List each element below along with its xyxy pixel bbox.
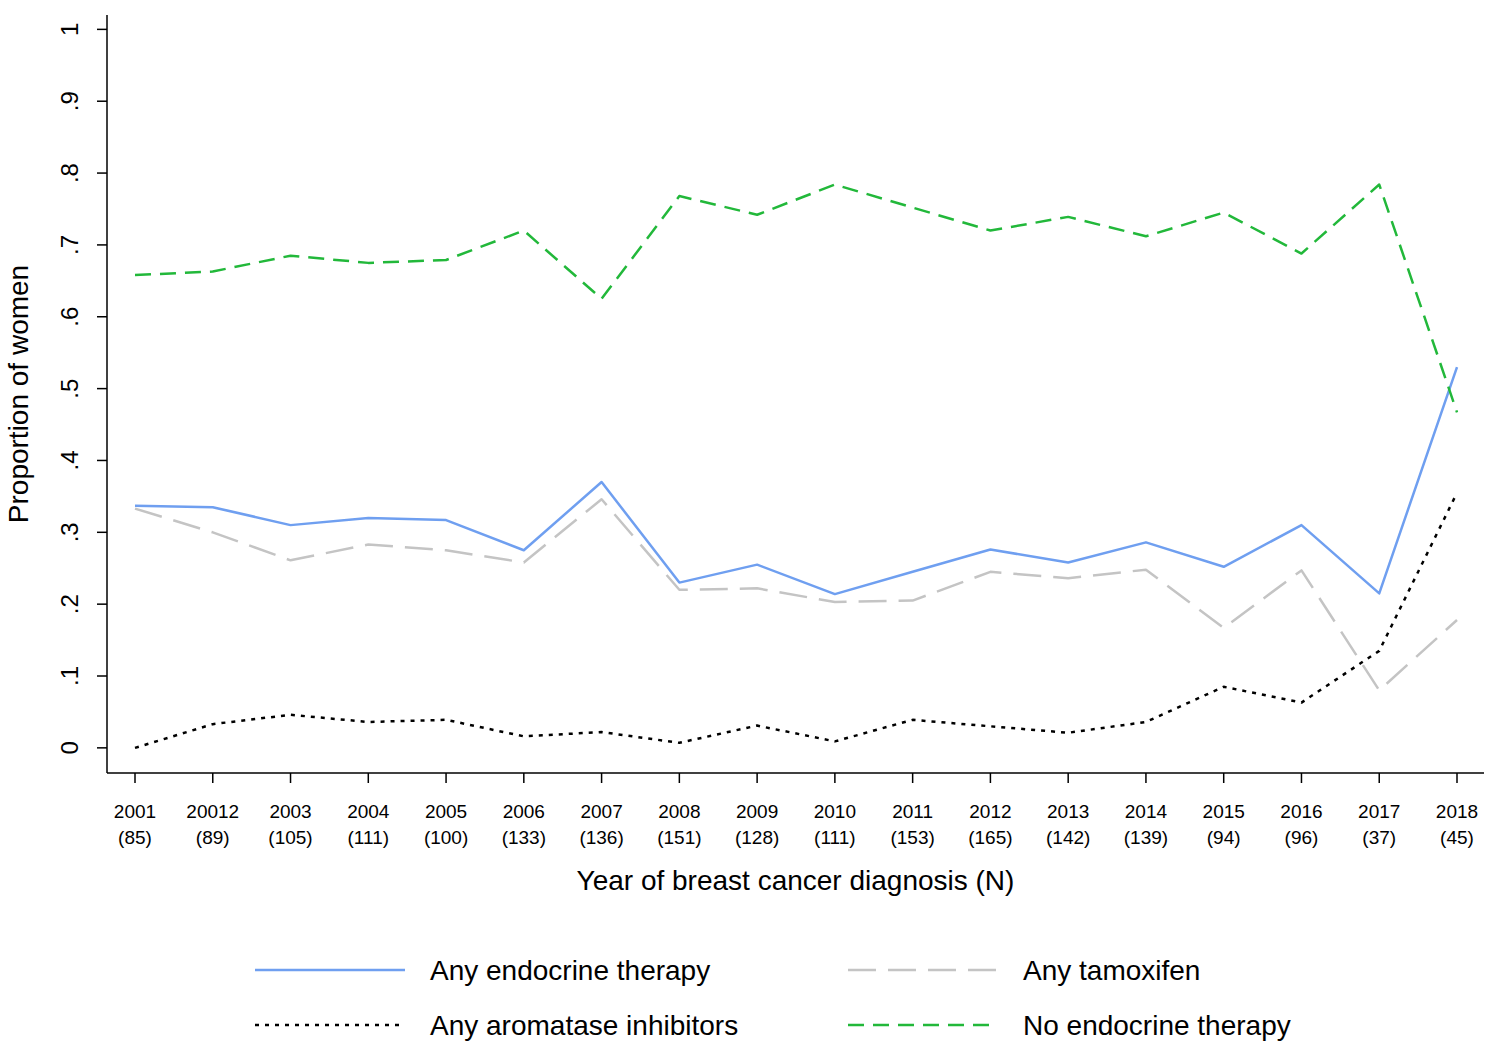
- y-tick: [97, 244, 107, 246]
- x-tick-label: 2006(133): [502, 801, 546, 848]
- y-tick-label: .3: [56, 522, 83, 542]
- x-axis-title: Year of breast cancer diagnosis (N): [577, 865, 1015, 896]
- y-tick-label: .9: [56, 91, 83, 111]
- y-tick-label: .8: [56, 163, 83, 183]
- x-tick-label: 20012(89): [186, 801, 239, 848]
- y-tick: [97, 747, 107, 749]
- y-axis: [106, 15, 108, 773]
- y-tick-label: 1: [56, 23, 83, 36]
- x-tick: [523, 773, 525, 783]
- x-tick: [368, 773, 370, 783]
- legend-label: No endocrine therapy: [1023, 1010, 1291, 1041]
- x-tick-label: 2016(96): [1280, 801, 1322, 848]
- y-tick-label: .4: [56, 450, 83, 470]
- x-tick-label: 2011(153): [890, 801, 934, 848]
- y-tick: [97, 675, 107, 677]
- x-tick-label: 2001(85): [114, 801, 156, 848]
- x-tick-label: 2018(45): [1436, 801, 1478, 848]
- x-tick-label: 2014(139): [1124, 801, 1168, 848]
- legend-key: [848, 969, 998, 972]
- x-tick: [212, 773, 214, 783]
- x-tick-label: 2010(111): [814, 801, 856, 848]
- x-tick: [756, 773, 758, 783]
- y-tick-label: .6: [56, 307, 83, 327]
- legend-label: Any endocrine therapy: [430, 955, 710, 986]
- legend-key: [255, 1024, 405, 1027]
- x-tick: [912, 773, 914, 783]
- x-tick-label: 2015(94): [1203, 801, 1245, 848]
- y-tick: [97, 460, 107, 462]
- x-tick: [679, 773, 681, 783]
- y-tick-label: .7: [56, 235, 83, 255]
- y-tick-label: .1: [56, 666, 83, 686]
- x-tick-label: 2017(37): [1358, 801, 1400, 848]
- x-tick: [1301, 773, 1303, 783]
- legend-key: [848, 1024, 998, 1027]
- y-tick: [97, 532, 107, 534]
- x-tick-label: 2003(105): [268, 801, 312, 848]
- x-tick-label: 2012(165): [968, 801, 1012, 848]
- y-axis-title: Proportion of women: [3, 265, 34, 523]
- y-tick-label: .5: [56, 379, 83, 399]
- series-line: [135, 367, 1457, 594]
- x-tick: [990, 773, 992, 783]
- legend: Any endocrine therapy Any tamoxifen Any ar…: [255, 955, 1291, 1041]
- x-tick: [290, 773, 292, 783]
- x-tick: [134, 773, 136, 783]
- legend-label: Any aromatase inhibitors: [430, 1010, 738, 1041]
- x-tick-label: 2004(111): [347, 801, 390, 848]
- series-line: [135, 493, 1457, 748]
- x-tick: [1145, 773, 1147, 783]
- x-tick: [601, 773, 603, 783]
- x-tick-label: 2005(100): [424, 801, 468, 848]
- series-line: [135, 499, 1457, 690]
- x-tick: [1456, 773, 1458, 783]
- plot-area: [135, 185, 1457, 748]
- y-tick: [97, 100, 107, 102]
- x-tick: [445, 773, 447, 783]
- y-tick: [97, 603, 107, 605]
- x-tick: [834, 773, 836, 783]
- legend-label: Any tamoxifen: [1023, 955, 1200, 986]
- x-tick: [1067, 773, 1069, 783]
- y-tick: [97, 172, 107, 174]
- x-tick-label: 2008(151): [657, 801, 701, 848]
- legend-key: [255, 969, 405, 972]
- x-tick: [1378, 773, 1380, 783]
- x-axis: [107, 772, 1484, 774]
- x-tick-label: 2009(128): [735, 801, 779, 848]
- x-tick-label: 2013(142): [1046, 801, 1090, 848]
- chart: 0 .1 .2 .3 .4 .5 .6 .7 .8 .9 1 2001(85) 20012(89) 200…: [0, 0, 1486, 1048]
- y-tick-label: 0: [56, 741, 83, 754]
- series-line: [135, 185, 1457, 413]
- y-tick-label: .2: [56, 594, 83, 614]
- x-tick: [1223, 773, 1225, 783]
- y-tick: [97, 29, 107, 31]
- y-tick: [97, 388, 107, 390]
- x-tick-label: 2007(136): [579, 801, 623, 848]
- y-tick: [97, 316, 107, 318]
